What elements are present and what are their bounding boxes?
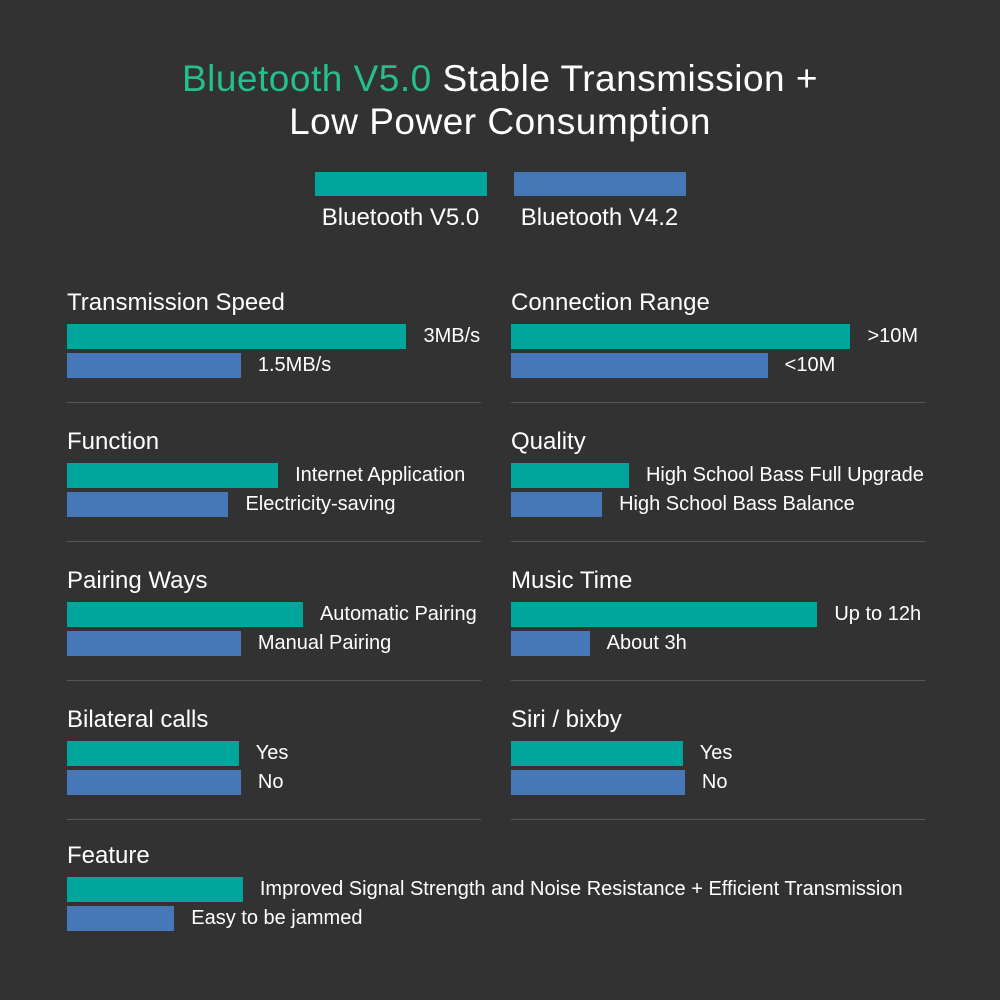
title-rest: Stable Transmission + bbox=[442, 58, 819, 99]
bar-value-label: Improved Signal Strength and Noise Resis… bbox=[259, 878, 903, 900]
legend-swatch-v42 bbox=[513, 172, 686, 196]
bar-value-label: Internet Application bbox=[295, 464, 466, 486]
section-connection-range: Connection Range >10M <10M bbox=[511, 264, 925, 403]
v5-bar bbox=[511, 463, 629, 488]
section-title: Pairing Ways bbox=[67, 567, 208, 594]
bar-row-v5: Yes bbox=[511, 741, 925, 766]
bar-value-label: 3MB/s bbox=[423, 325, 481, 347]
v5-bar bbox=[67, 324, 407, 349]
v42-bar bbox=[67, 906, 175, 931]
bar-value-label: Manual Pairing bbox=[257, 632, 392, 654]
v5-bar bbox=[67, 602, 303, 627]
bar-row-v42: Electricity-saving bbox=[67, 492, 481, 517]
v42-bar bbox=[511, 631, 590, 656]
v42-bar bbox=[67, 770, 241, 795]
bar-value-label: About 3h bbox=[606, 632, 687, 654]
bar-row-v42: <10M bbox=[511, 353, 925, 378]
v5-bar bbox=[511, 324, 851, 349]
section-function: Function Internet Application Electricit… bbox=[67, 403, 481, 542]
v42-bar bbox=[67, 353, 241, 378]
page-title: Bluetooth V5.0 Stable Transmission + Low… bbox=[0, 57, 1000, 143]
bar-value-label: High School Bass Balance bbox=[619, 493, 855, 515]
legend-swatch-v5 bbox=[314, 172, 487, 196]
left-column: Transmission Speed 3MB/s 1.5MB/s Functio… bbox=[67, 264, 481, 820]
title-highlight: Bluetooth V5.0 bbox=[181, 58, 432, 99]
section-title: Transmission Speed bbox=[67, 289, 285, 316]
bar-row-v5: High School Bass Full Upgrade bbox=[511, 463, 925, 488]
section-music-time: Music Time Up to 12h About 3h bbox=[511, 542, 925, 681]
legend-item-v5: Bluetooth V5.0 bbox=[314, 172, 487, 232]
title-line-1: Bluetooth V5.0 Stable Transmission + bbox=[0, 57, 1000, 100]
v5-bar bbox=[511, 741, 683, 766]
bar-value-label: Yes bbox=[255, 742, 289, 764]
bar-value-label: No bbox=[701, 771, 728, 793]
bar-row-v5: Up to 12h bbox=[511, 602, 925, 627]
bar-row-v5: Improved Signal Strength and Noise Resis… bbox=[67, 877, 925, 902]
section-title: Music Time bbox=[511, 567, 633, 594]
section-title: Connection Range bbox=[511, 289, 710, 316]
bar-value-label: High School Bass Full Upgrade bbox=[645, 464, 924, 486]
title-line-2: Low Power Consumption bbox=[289, 101, 711, 142]
legend-label-v42: Bluetooth V4.2 bbox=[520, 204, 679, 231]
section-quality: Quality High School Bass Full Upgrade Hi… bbox=[511, 403, 925, 542]
right-column: Connection Range >10M <10M Quality High … bbox=[511, 264, 925, 820]
bar-row-v42: No bbox=[511, 770, 925, 795]
bar-value-label: >10M bbox=[867, 325, 919, 347]
bar-row-v42: Easy to be jammed bbox=[67, 906, 925, 931]
v42-bar bbox=[511, 353, 768, 378]
v5-bar bbox=[67, 463, 279, 488]
section-title: Quality bbox=[511, 428, 586, 455]
bar-value-label: <10M bbox=[784, 354, 836, 376]
bar-row-v5: Yes bbox=[67, 741, 481, 766]
v42-bar bbox=[511, 770, 685, 795]
v5-bar bbox=[67, 877, 243, 902]
bar-row-v42: 1.5MB/s bbox=[67, 353, 481, 378]
section-title: Feature bbox=[67, 842, 150, 869]
bar-row-v5: Internet Application bbox=[67, 463, 481, 488]
bar-value-label: Electricity-saving bbox=[245, 493, 396, 515]
section-siri-bixby: Siri / bixby Yes No bbox=[511, 681, 925, 820]
bar-row-v42: Manual Pairing bbox=[67, 631, 481, 656]
v42-bar bbox=[67, 631, 241, 656]
bar-value-label: 1.5MB/s bbox=[257, 354, 332, 376]
section-title: Bilateral calls bbox=[67, 706, 209, 733]
v42-bar bbox=[67, 492, 229, 517]
section-transmission-speed: Transmission Speed 3MB/s 1.5MB/s bbox=[67, 264, 481, 403]
bar-value-label: Easy to be jammed bbox=[191, 907, 363, 929]
bar-row-v5: Automatic Pairing bbox=[67, 602, 481, 627]
bar-row-v5: >10M bbox=[511, 324, 925, 349]
legend-label-v5: Bluetooth V5.0 bbox=[321, 204, 480, 231]
bar-row-v42: About 3h bbox=[511, 631, 925, 656]
comparison-grid: Transmission Speed 3MB/s 1.5MB/s Functio… bbox=[67, 264, 925, 820]
v5-bar bbox=[67, 741, 239, 766]
bar-value-label: No bbox=[257, 771, 284, 793]
section-title: Siri / bixby bbox=[511, 706, 622, 733]
v42-bar bbox=[511, 492, 603, 517]
section-title: Function bbox=[67, 428, 160, 455]
section-bilateral-calls: Bilateral calls Yes No bbox=[67, 681, 481, 820]
legend: Bluetooth V5.0 Bluetooth V4.2 bbox=[0, 172, 1000, 232]
section-pairing-ways: Pairing Ways Automatic Pairing Manual Pa… bbox=[67, 542, 481, 681]
bar-row-v42: High School Bass Balance bbox=[511, 492, 925, 517]
bar-value-label: Up to 12h bbox=[834, 603, 922, 625]
v5-bar bbox=[511, 602, 818, 627]
bar-row-v5: 3MB/s bbox=[67, 324, 481, 349]
bar-row-v42: No bbox=[67, 770, 481, 795]
bar-value-label: Yes bbox=[699, 742, 733, 764]
section-feature: Feature Improved Signal Strength and Noi… bbox=[67, 820, 925, 955]
bar-value-label: Automatic Pairing bbox=[319, 603, 477, 625]
legend-item-v42: Bluetooth V4.2 bbox=[513, 172, 686, 232]
